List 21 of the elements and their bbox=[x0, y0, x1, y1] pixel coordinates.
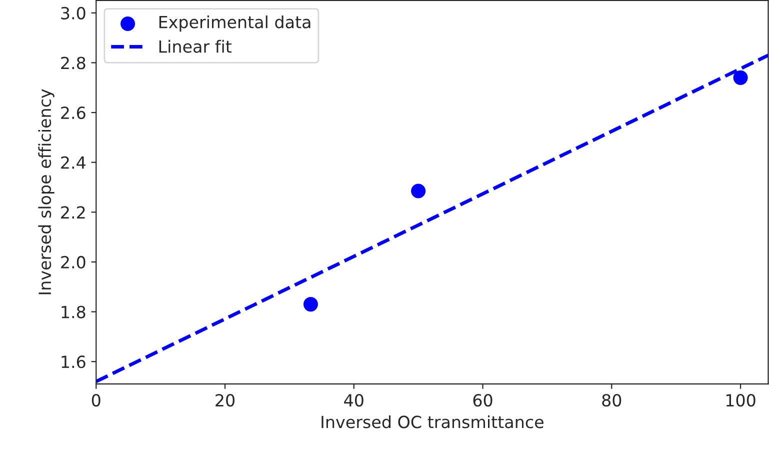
x-tick-label: 0 bbox=[92, 394, 100, 407]
x-tick-label: 40 bbox=[344, 394, 364, 407]
x-tick-label: 20 bbox=[216, 394, 234, 407]
y-tick-label: 2.2 bbox=[61, 206, 85, 218]
x-tick-label: 100 bbox=[726, 394, 756, 407]
legend-label: Experimental data bbox=[159, 15, 310, 32]
x-tick-label: 80 bbox=[602, 394, 622, 407]
y-tick-label: 2.8 bbox=[61, 56, 86, 70]
y-axis-title: Inversed slope efficiency bbox=[38, 89, 54, 294]
y-tick-label: 1.6 bbox=[62, 356, 86, 368]
y-tick-label: 3.0 bbox=[61, 6, 86, 20]
y-tick-label: 2.6 bbox=[61, 106, 86, 120]
x-tick-label: 60 bbox=[473, 394, 492, 407]
y-tick-label: 2.4 bbox=[61, 156, 86, 169]
point bbox=[411, 184, 426, 198]
y-tick-label: 1.8 bbox=[62, 306, 86, 318]
y-tick-label: 2.0 bbox=[61, 256, 86, 269]
point bbox=[303, 297, 318, 312]
x-axis-title: Inversed OC transmittance bbox=[322, 415, 544, 428]
legend-label: Linear fit bbox=[159, 40, 232, 53]
point bbox=[733, 70, 748, 85]
